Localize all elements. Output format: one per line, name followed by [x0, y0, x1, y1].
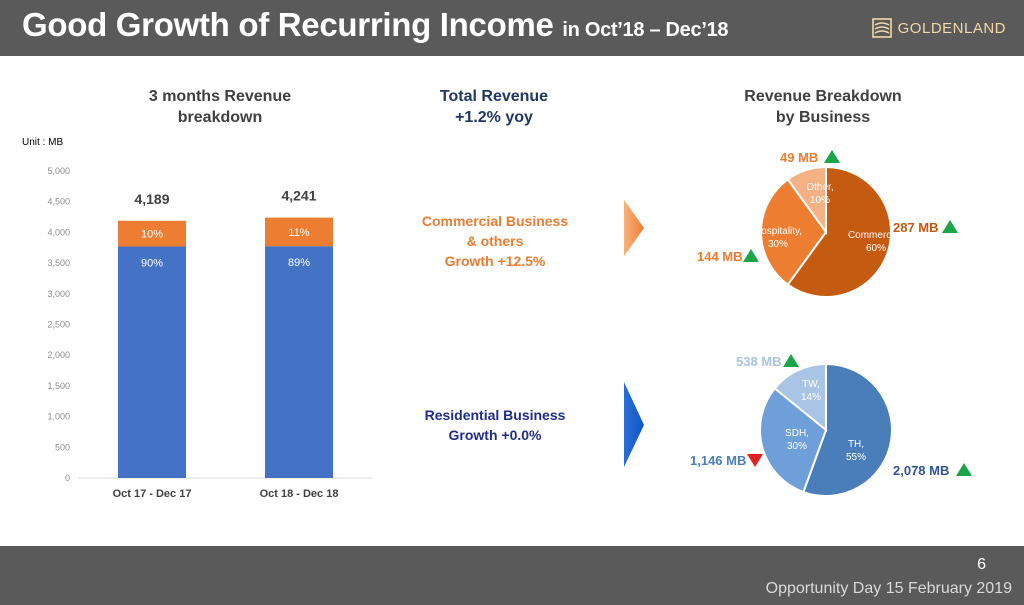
pie-slice-label: SDH, 30%	[785, 428, 809, 452]
bar-percent-label: 11%	[288, 227, 309, 239]
pie-slice-label: Hospitality, 30%	[754, 226, 802, 250]
residential-line2: Growth +0.0%	[448, 427, 542, 443]
bar-segment	[265, 246, 333, 478]
y-tick-label: 0	[65, 473, 70, 483]
title-period: in Oct’18 – Dec’18	[562, 19, 729, 41]
logo-text: GOLDENLAND	[897, 19, 1006, 37]
y-tick-label: 1,000	[47, 412, 70, 422]
y-tick-label: 1,500	[47, 381, 70, 391]
bar-heading-line1: 3 months Revenue	[148, 88, 292, 105]
breakdown-heading-line2: by Business	[775, 109, 871, 126]
bar-total-label: 4,241	[281, 188, 316, 204]
total-revenue-heading: Total Revenue +1.2% yoy	[374, 86, 614, 128]
commercial-line2: & others	[466, 233, 524, 249]
up-arrow-icon	[956, 463, 972, 476]
breakdown-heading: Revenue Breakdown by Business	[693, 86, 953, 128]
residential-growth-text: Residential Business Growth +0.0%	[400, 405, 590, 445]
callout-tw: 538 MB	[736, 354, 782, 369]
bar-percent-label: 10%	[141, 229, 163, 241]
y-tick-label: 5,000	[47, 166, 70, 176]
callout-other: 49 MB	[780, 150, 819, 165]
total-revenue-label: Total Revenue	[439, 88, 549, 105]
pie-slice	[773, 362, 827, 433]
page-number: 6	[977, 556, 986, 573]
callout-hospitality: 144 MB	[697, 249, 743, 264]
title-main: Good Growth of Recurring Income	[22, 6, 554, 43]
commercial-line3: Growth +12.5%	[444, 253, 546, 269]
callout-sdh: 1,146 MB	[690, 453, 747, 468]
callout-th: 2,078 MB	[893, 463, 950, 478]
bar-total-label: 4,189	[134, 191, 169, 207]
bar-heading-line2: breakdown	[177, 109, 263, 126]
commercial-arrow-icon	[624, 200, 644, 256]
y-tick-label: 3,000	[47, 289, 70, 299]
goldenland-logo-icon	[871, 18, 892, 38]
residential-arrow-icon	[624, 382, 644, 467]
bar-segment	[118, 220, 186, 247]
residential-line1: Residential Business	[424, 407, 566, 423]
title-bar	[0, 0, 1024, 56]
y-tick-label: 4,500	[47, 197, 70, 207]
down-arrow-icon	[747, 454, 763, 467]
footer-bar	[0, 546, 1024, 605]
up-arrow-icon	[743, 249, 759, 262]
y-tick-label: 2,000	[47, 350, 70, 360]
up-arrow-icon	[824, 150, 840, 163]
unit-label: Unit : MB	[22, 137, 64, 148]
y-tick-label: 4,000	[47, 227, 70, 237]
up-arrow-icon	[783, 354, 799, 367]
bar-percent-label: 89%	[288, 257, 310, 269]
x-tick-label: Oct 18 - Dec 18	[260, 488, 339, 500]
commercial-growth-text: Commercial Business & others Growth +12.…	[400, 211, 590, 271]
pie-slice-label: TW, 14%	[801, 379, 821, 403]
up-arrow-icon	[942, 220, 958, 233]
bar-segment	[265, 217, 333, 247]
y-tick-label: 3,500	[47, 258, 70, 268]
footer-event: Opportunity Day 15 February 2019	[765, 580, 1012, 597]
total-revenue-growth: +1.2% yoy	[455, 109, 533, 126]
company-logo: GOLDENLAND	[871, 18, 1006, 38]
callout-commercial: 287 MB	[893, 220, 939, 235]
y-tick-label: 500	[55, 442, 70, 452]
bar-percent-label: 90%	[141, 258, 163, 270]
bar-chart-heading: 3 months Revenue breakdown	[100, 86, 340, 128]
pie-slice	[786, 165, 892, 298]
y-tick-label: 2,500	[47, 320, 70, 330]
bar-segment	[118, 246, 186, 478]
x-tick-label: Oct 17 - Dec 17	[113, 488, 192, 500]
pie-slice-label: Other, 10%	[806, 182, 833, 206]
pie-slice	[760, 178, 828, 286]
pie-slice	[759, 386, 828, 494]
pie-slice	[786, 165, 827, 236]
pie-slice	[802, 362, 893, 497]
pie-slice-label: TH, 55%	[846, 439, 866, 463]
page-title: Good Growth of Recurring Income in Oct’1…	[22, 6, 729, 44]
commercial-line1: Commercial Business	[421, 213, 569, 229]
pie-slice-label: Commercial, 60%	[848, 230, 904, 254]
breakdown-heading-line1: Revenue Breakdown	[744, 88, 902, 105]
